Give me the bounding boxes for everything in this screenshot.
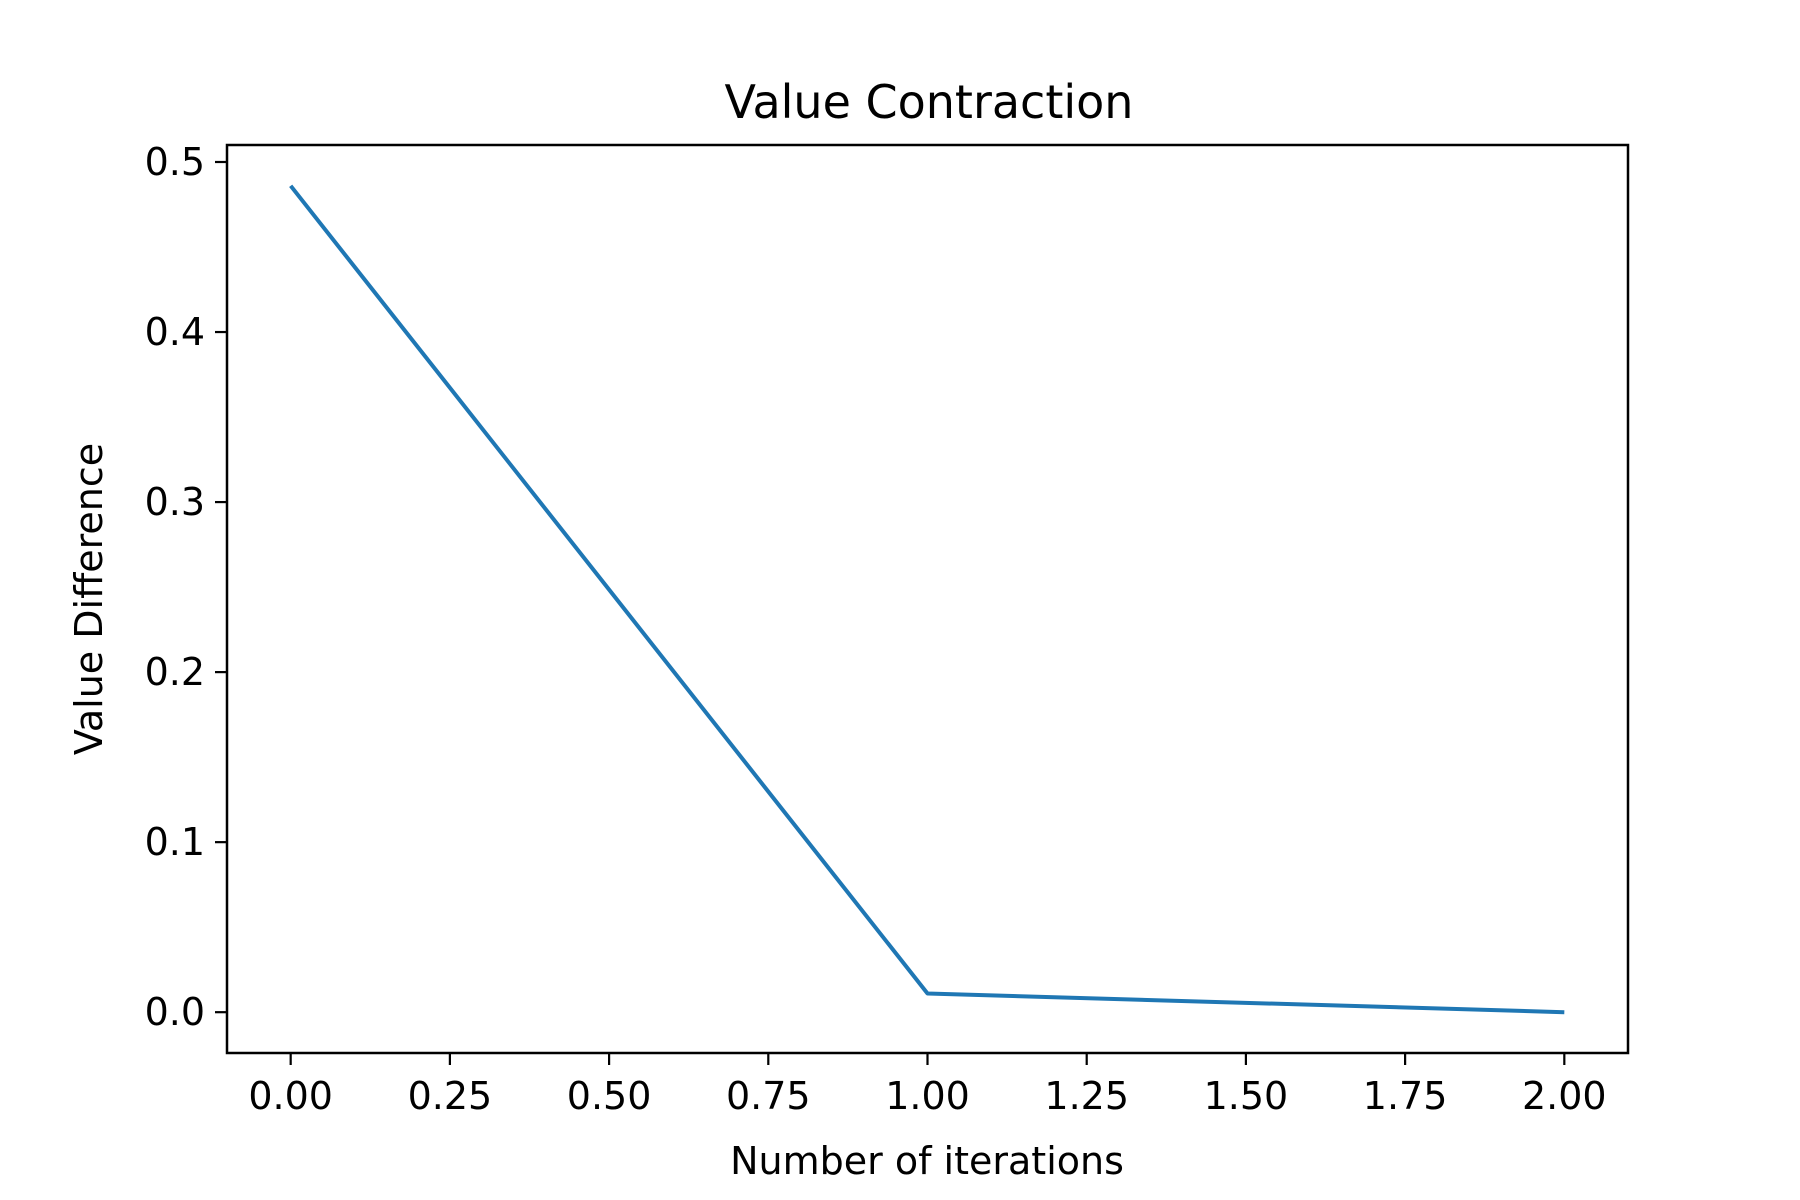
y-tick-label: 0.2 [145, 650, 205, 694]
x-tick-label: 1.25 [1044, 1074, 1129, 1118]
x-tick-label: 0.00 [248, 1074, 333, 1118]
series-layer [289, 184, 1565, 1015]
y-tick-label: 0.5 [145, 140, 205, 184]
x-tick-label: 0.75 [726, 1074, 811, 1118]
x-axis: 0.00 0.25 0.50 0.75 1.00 1.25 1.50 1.75 2.00 [248, 1053, 1607, 1118]
plot-frame [225, 143, 1630, 1055]
chart-title: Value Contraction [725, 75, 1134, 129]
y-tick-label: 0.0 [145, 990, 205, 1034]
y-axis-title: Value Difference [67, 443, 111, 755]
x-tick-label: 1.75 [1363, 1074, 1448, 1118]
x-tick-label: 1.00 [885, 1074, 970, 1118]
y-tick-label: 0.3 [145, 480, 205, 524]
y-axis: 0.0 0.1 0.2 0.3 0.4 0.5 [145, 140, 227, 1034]
x-axis-title: Number of iterations [730, 1139, 1124, 1183]
x-tick-label: 0.25 [408, 1074, 493, 1118]
plot-area [225, 143, 1630, 1055]
y-tick-label: 0.4 [145, 310, 205, 354]
y-tick-label: 0.1 [145, 820, 205, 864]
x-tick-label: 2.00 [1522, 1074, 1607, 1118]
x-tick-label: 0.50 [567, 1074, 652, 1118]
x-tick-label: 1.50 [1204, 1074, 1289, 1118]
series-line [289, 184, 1565, 1015]
